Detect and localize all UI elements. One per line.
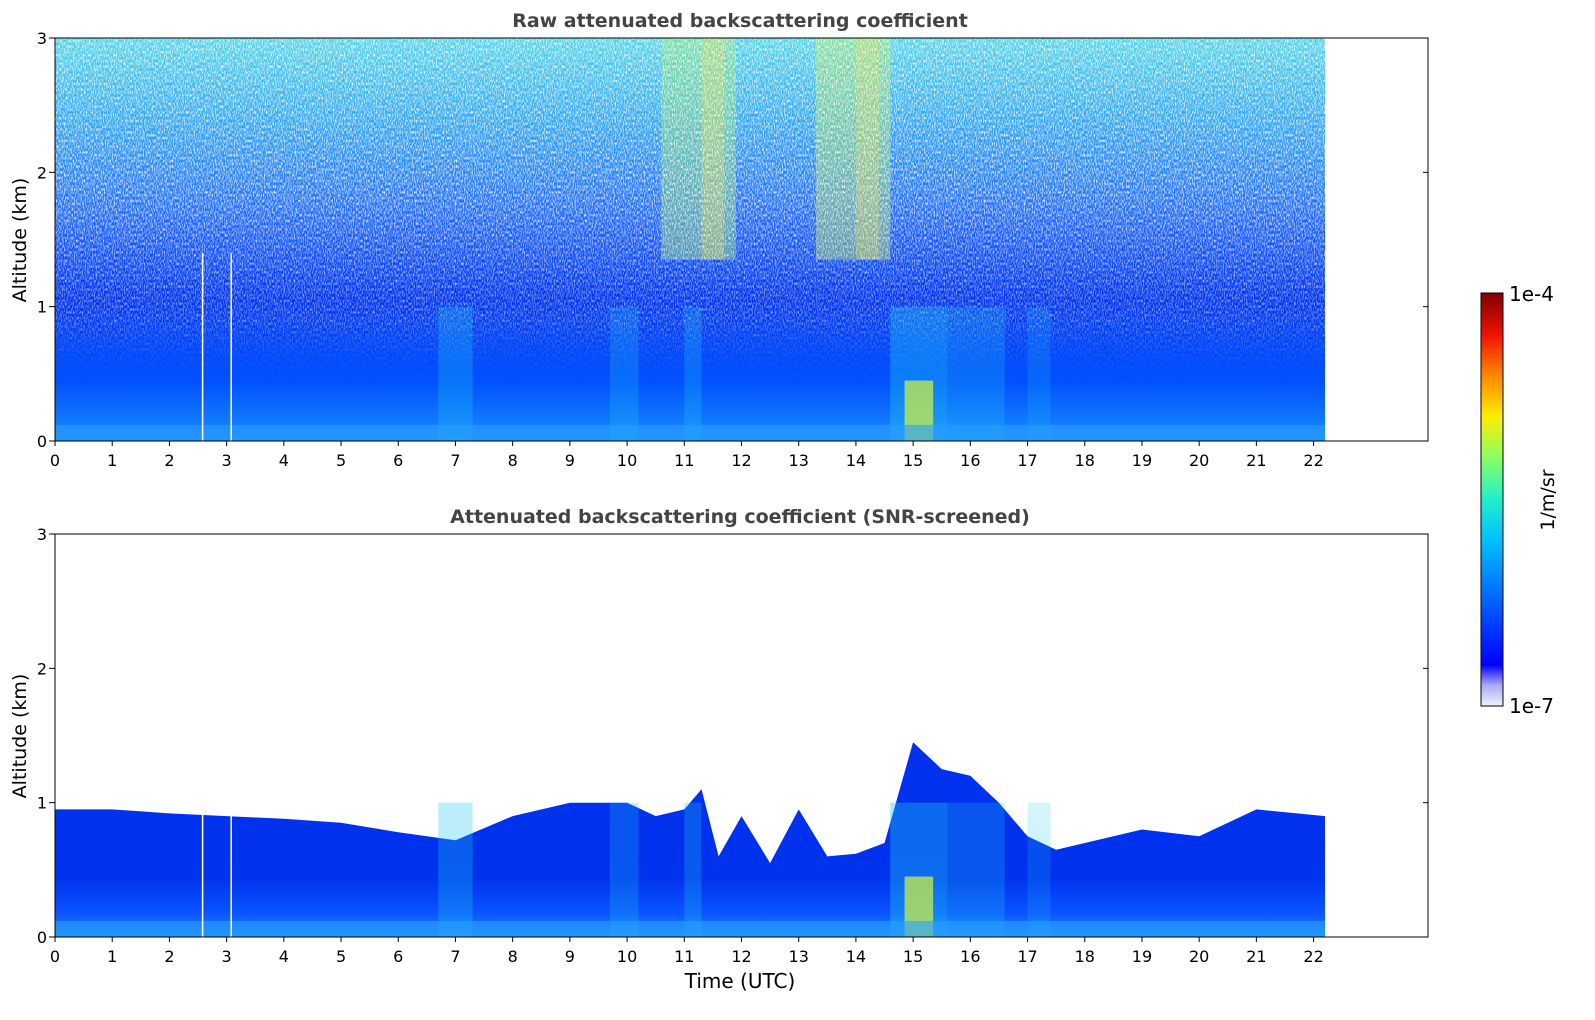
colorbar-unit-label: 1/m/sr bbox=[1537, 469, 1559, 530]
x-tick-label: 20 bbox=[1189, 947, 1209, 966]
x-tick-label: 16 bbox=[960, 451, 980, 470]
x-axis-label: Time (UTC) bbox=[684, 969, 796, 993]
heat-signal bbox=[55, 742, 1326, 937]
y-tick-label: 3 bbox=[37, 525, 47, 544]
x-tick-label: 3 bbox=[222, 451, 232, 470]
heat-column bbox=[609, 306, 639, 441]
heat-column bbox=[947, 802, 1005, 937]
x-tick-label: 10 bbox=[617, 451, 637, 470]
heat-column bbox=[684, 802, 702, 937]
heat-column bbox=[947, 306, 1005, 441]
x-tick-label: 14 bbox=[846, 451, 866, 470]
x-tick-label: 12 bbox=[731, 451, 751, 470]
y-tick-label: 2 bbox=[37, 659, 47, 678]
x-tick-label: 3 bbox=[222, 947, 232, 966]
x-ticks: 0 1 2 3 4 5 6 7 8 9 10 11 12 13 14 15 16 17 18 19 20 21 22 bbox=[50, 441, 1324, 470]
x-tick-label: 4 bbox=[279, 947, 289, 966]
x-tick-label: 10 bbox=[617, 947, 637, 966]
x-tick-label: 7 bbox=[450, 947, 460, 966]
y-ticks: 0 1 2 3 bbox=[37, 29, 1428, 451]
x-tick-label: 9 bbox=[565, 947, 575, 966]
x-tick-label: 21 bbox=[1246, 451, 1266, 470]
y-tick-label: 1 bbox=[37, 298, 47, 317]
x-tick-label: 1 bbox=[107, 451, 117, 470]
heat-column bbox=[684, 306, 702, 441]
x-tick-label: 20 bbox=[1189, 451, 1209, 470]
panel-snr-screened: Attenuated backscattering coefficient (S… bbox=[9, 506, 1429, 993]
x-tick-label: 0 bbox=[50, 947, 60, 966]
y-axis-label: Altitude (km) bbox=[9, 674, 31, 799]
x-tick-label: 2 bbox=[164, 451, 174, 470]
heat-column bbox=[438, 306, 473, 441]
x-tick-label: 11 bbox=[674, 451, 694, 470]
heatmap-screened bbox=[55, 742, 1326, 937]
colorbar-min-label: 1e-7 bbox=[1509, 694, 1554, 718]
x-tick-label: 18 bbox=[1075, 947, 1095, 966]
colorbar-gradient bbox=[1480, 292, 1504, 707]
x-tick-label: 7 bbox=[450, 451, 460, 470]
x-tick-label: 18 bbox=[1075, 451, 1095, 470]
colorbar: 1e-4 1e-7 1/m/sr bbox=[1480, 282, 1559, 718]
x-tick-label: 11 bbox=[674, 947, 694, 966]
y-tick-label: 2 bbox=[37, 163, 47, 182]
y-ticks: 0 1 2 3 bbox=[37, 525, 1428, 947]
heat-column bbox=[438, 802, 473, 937]
x-tick-label: 4 bbox=[279, 451, 289, 470]
x-tick-label: 5 bbox=[336, 451, 346, 470]
x-tick-label: 12 bbox=[731, 947, 751, 966]
x-tick-label: 5 bbox=[336, 947, 346, 966]
x-tick-label: 2 bbox=[164, 947, 174, 966]
heat-column bbox=[1027, 802, 1051, 937]
x-tick-label: 0 bbox=[50, 451, 60, 470]
x-tick-label: 19 bbox=[1132, 451, 1152, 470]
x-tick-label: 17 bbox=[1017, 451, 1037, 470]
x-tick-label: 6 bbox=[393, 947, 403, 966]
chart-title: Raw attenuated backscattering coefficien… bbox=[512, 10, 968, 32]
x-tick-label: 15 bbox=[903, 947, 923, 966]
x-tick-label: 14 bbox=[846, 947, 866, 966]
x-tick-label: 15 bbox=[903, 451, 923, 470]
chart-title: Attenuated backscattering coefficient (S… bbox=[450, 506, 1030, 528]
y-tick-label: 0 bbox=[37, 432, 47, 451]
heat-noise bbox=[55, 38, 1326, 441]
panel-raw: Raw attenuated backscattering coefficien… bbox=[9, 10, 1429, 470]
heat-column bbox=[609, 802, 639, 937]
y-tick-label: 1 bbox=[37, 794, 47, 813]
x-tick-label: 9 bbox=[565, 451, 575, 470]
x-tick-label: 13 bbox=[789, 451, 809, 470]
x-tick-label: 8 bbox=[508, 947, 518, 966]
x-tick-label: 17 bbox=[1017, 947, 1037, 966]
heat-column bbox=[1027, 306, 1051, 441]
y-tick-label: 3 bbox=[37, 29, 47, 48]
x-ticks: 0 1 2 3 4 5 6 7 8 9 10 11 12 13 14 15 16 17 18 19 20 21 22 bbox=[50, 937, 1324, 966]
x-tick-label: 16 bbox=[960, 947, 980, 966]
x-tick-label: 22 bbox=[1303, 947, 1323, 966]
x-tick-label: 22 bbox=[1303, 451, 1323, 470]
x-tick-label: 6 bbox=[393, 451, 403, 470]
heatmap-raw bbox=[55, 38, 1326, 441]
colorbar-max-label: 1e-4 bbox=[1509, 282, 1554, 306]
x-tick-label: 21 bbox=[1246, 947, 1266, 966]
x-tick-label: 1 bbox=[107, 947, 117, 966]
heat-surface-layer bbox=[55, 920, 1326, 937]
y-tick-label: 0 bbox=[37, 928, 47, 947]
y-axis-label: Altitude (km) bbox=[9, 178, 31, 303]
heat-surface-layer bbox=[55, 424, 1326, 441]
x-tick-label: 8 bbox=[508, 451, 518, 470]
x-tick-label: 13 bbox=[789, 947, 809, 966]
x-tick-label: 19 bbox=[1132, 947, 1152, 966]
